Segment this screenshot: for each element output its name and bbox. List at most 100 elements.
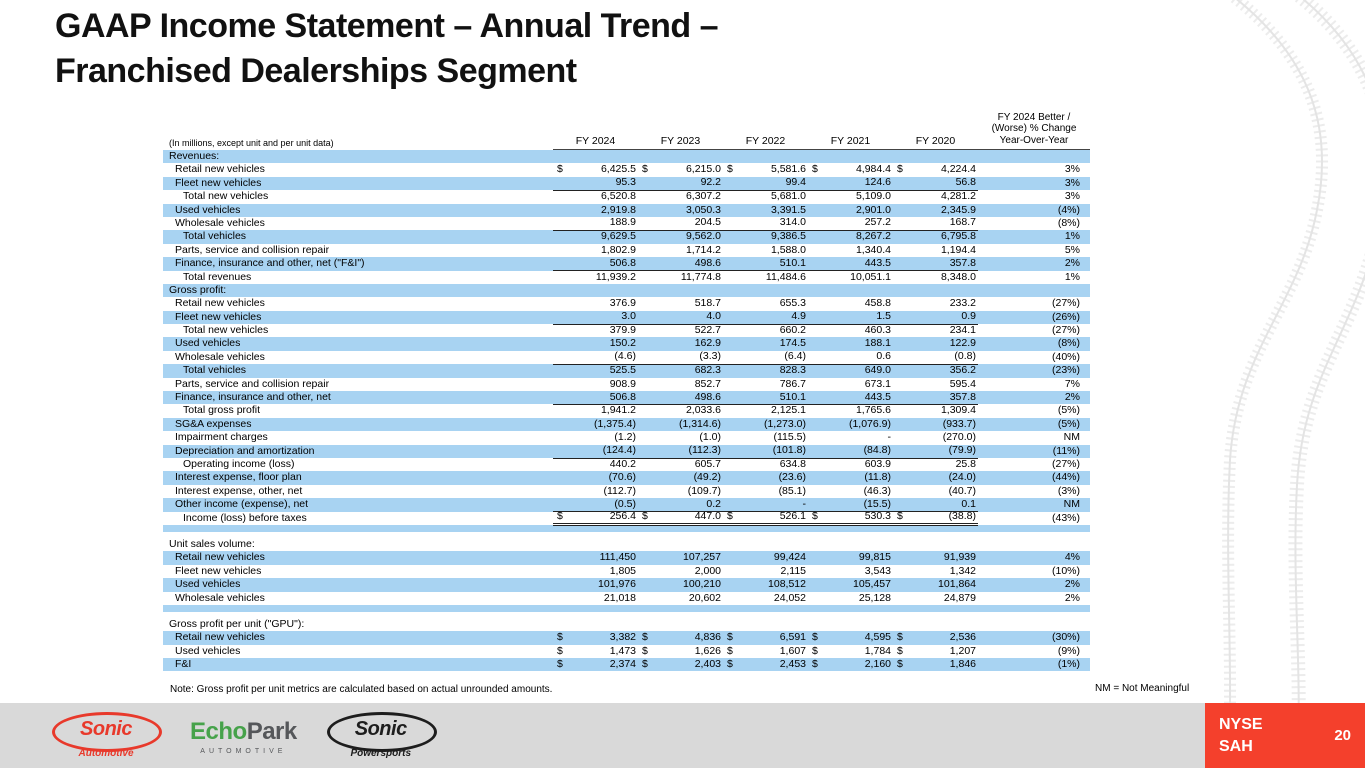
dollar-sign	[723, 364, 737, 377]
cell-value: 4.0	[706, 310, 721, 323]
table-row: Total new vehicles 6,520.8 6,307.2 5,681.0 5…	[163, 190, 1090, 204]
cell-value: 1,309.4	[940, 404, 976, 417]
cell-value: 9,562.0	[685, 230, 721, 243]
cell-value: (112.3)	[688, 444, 722, 457]
dollar-sign	[553, 485, 567, 498]
cell-value: 9,386.5	[770, 230, 806, 243]
dollar-sign: $	[812, 631, 818, 644]
cell-value: (109.7)	[687, 484, 721, 497]
row-values: 6,520.8 6,307.2 5,681.0 5,109.0 4,281.2	[553, 190, 978, 203]
row-change: NM	[1063, 498, 1080, 511]
dollar-sign	[893, 350, 907, 363]
cell-value: 356.2	[949, 364, 976, 377]
row-change: (1%)	[1057, 658, 1080, 671]
dollar-sign	[893, 498, 907, 511]
cell-value: 188.9	[609, 216, 636, 229]
row-change: (40%)	[1051, 350, 1080, 363]
dollar-sign	[808, 310, 822, 323]
dollar-sign	[553, 350, 567, 363]
cell-value: 6,307.2	[685, 190, 721, 203]
dollar-sign	[893, 337, 907, 350]
section-row: Gross profit per unit ("GPU"):	[163, 617, 1090, 632]
dollar-sign	[808, 176, 822, 189]
table-row: Finance, insurance and other, net ("F&I"…	[163, 256, 1090, 272]
dollar-sign	[638, 498, 652, 511]
cell-value: 2,919.8	[600, 203, 636, 216]
dollar-sign	[808, 297, 822, 310]
unit-label: (In millions, except unit and per unit d…	[169, 138, 334, 148]
cell-value: (49.2)	[693, 471, 721, 484]
cell-value: 100,210	[683, 578, 721, 591]
cell-value: 25.8	[955, 457, 976, 470]
table-row: Used vehicles 101,976 100,210 108,512 105,45…	[163, 578, 1090, 592]
row-values: (1.2) (1.0) (115.5) - (270.0)	[553, 431, 978, 444]
row-values: 11,939.2 11,774.8 11,484.6 10,051.1 8,348.0	[553, 271, 978, 284]
dollar-sign	[808, 498, 822, 511]
row-values: 525.5 682.3 828.3 649.0 356.2	[553, 364, 978, 377]
spacer-row	[163, 604, 1090, 618]
cell-value: 6,520.8	[600, 190, 636, 203]
dollar-sign	[893, 230, 907, 243]
cell-value: 440.2	[609, 457, 636, 470]
dollar-sign	[808, 337, 822, 350]
dollar-sign	[723, 310, 737, 323]
cell-value: 25,128	[858, 591, 891, 604]
dollar-sign: $	[897, 631, 903, 644]
dollar-sign	[893, 391, 907, 404]
row-change: 3%	[1064, 190, 1080, 203]
row-label: Unit sales volume:	[169, 537, 255, 550]
row-label: F&I	[175, 658, 192, 671]
dollar-sign	[893, 257, 907, 270]
dollar-sign: $	[642, 163, 648, 176]
dollar-sign	[553, 310, 567, 323]
row-label: Wholesale vehicles	[175, 216, 265, 229]
cell-value: 3,543	[864, 564, 891, 577]
dollar-sign	[553, 324, 567, 337]
row-label: Finance, insurance and other, net ("F&I"…	[175, 257, 365, 270]
dollar-sign	[553, 297, 567, 310]
row-change: 3%	[1064, 176, 1080, 189]
dollar-sign	[638, 578, 652, 591]
cell-value: 379.9	[609, 324, 636, 337]
cell-value: -	[802, 497, 807, 510]
cell-value: 4.9	[791, 310, 806, 323]
row-change: (5%)	[1057, 404, 1080, 417]
cell-value: 506.8	[609, 390, 636, 403]
cell-value: 4,224.4	[940, 163, 976, 176]
logo-row: Sonic Automotive EchoPark AUTOMOTIVE Son…	[50, 708, 437, 764]
cell-value: 8,267.2	[855, 230, 891, 243]
column-header-fy2021: FY 2021	[830, 135, 871, 147]
dollar-sign	[638, 297, 652, 310]
dollar-sign	[638, 271, 652, 284]
dollar-sign	[553, 471, 567, 484]
cell-value: 11,484.6	[765, 270, 806, 283]
dollar-sign	[723, 498, 737, 511]
cell-value: 257.2	[864, 216, 891, 229]
dollar-sign	[638, 551, 652, 564]
dollar-sign	[723, 257, 737, 270]
dollar-sign	[808, 565, 822, 578]
cell-value: 0.6	[876, 350, 891, 363]
tire-track-graphic	[1221, 0, 1365, 768]
cell-value: 24,052	[773, 591, 806, 604]
dollar-sign	[553, 404, 567, 417]
row-change: 7%	[1064, 377, 1080, 390]
row-label: Total vehicles	[183, 364, 247, 377]
cell-value: (24.0)	[948, 471, 976, 484]
cell-value: 0.9	[961, 310, 976, 323]
cell-value: 101,864	[938, 578, 976, 591]
dollar-sign	[638, 431, 652, 444]
dollar-sign	[723, 592, 737, 605]
cell-value: 2,345.9	[940, 203, 976, 216]
cell-value: 6,215.0	[685, 163, 721, 176]
dollar-sign	[808, 244, 822, 257]
dollar-sign	[723, 444, 737, 457]
cell-value: 506.8	[609, 256, 636, 269]
row-values: 3.0 4.0 4.9 1.5 0.9	[553, 310, 978, 325]
row-label: Gross profit per unit ("GPU"):	[169, 617, 305, 630]
row-label: Used vehicles	[175, 337, 241, 350]
dollar-sign: $	[897, 658, 903, 671]
row-values: (70.6) (49.2) (23.6) (11.8) (24.0)	[553, 471, 978, 484]
row-label: SG&A expenses	[175, 417, 252, 430]
cell-value: 11,939.2	[595, 270, 636, 283]
